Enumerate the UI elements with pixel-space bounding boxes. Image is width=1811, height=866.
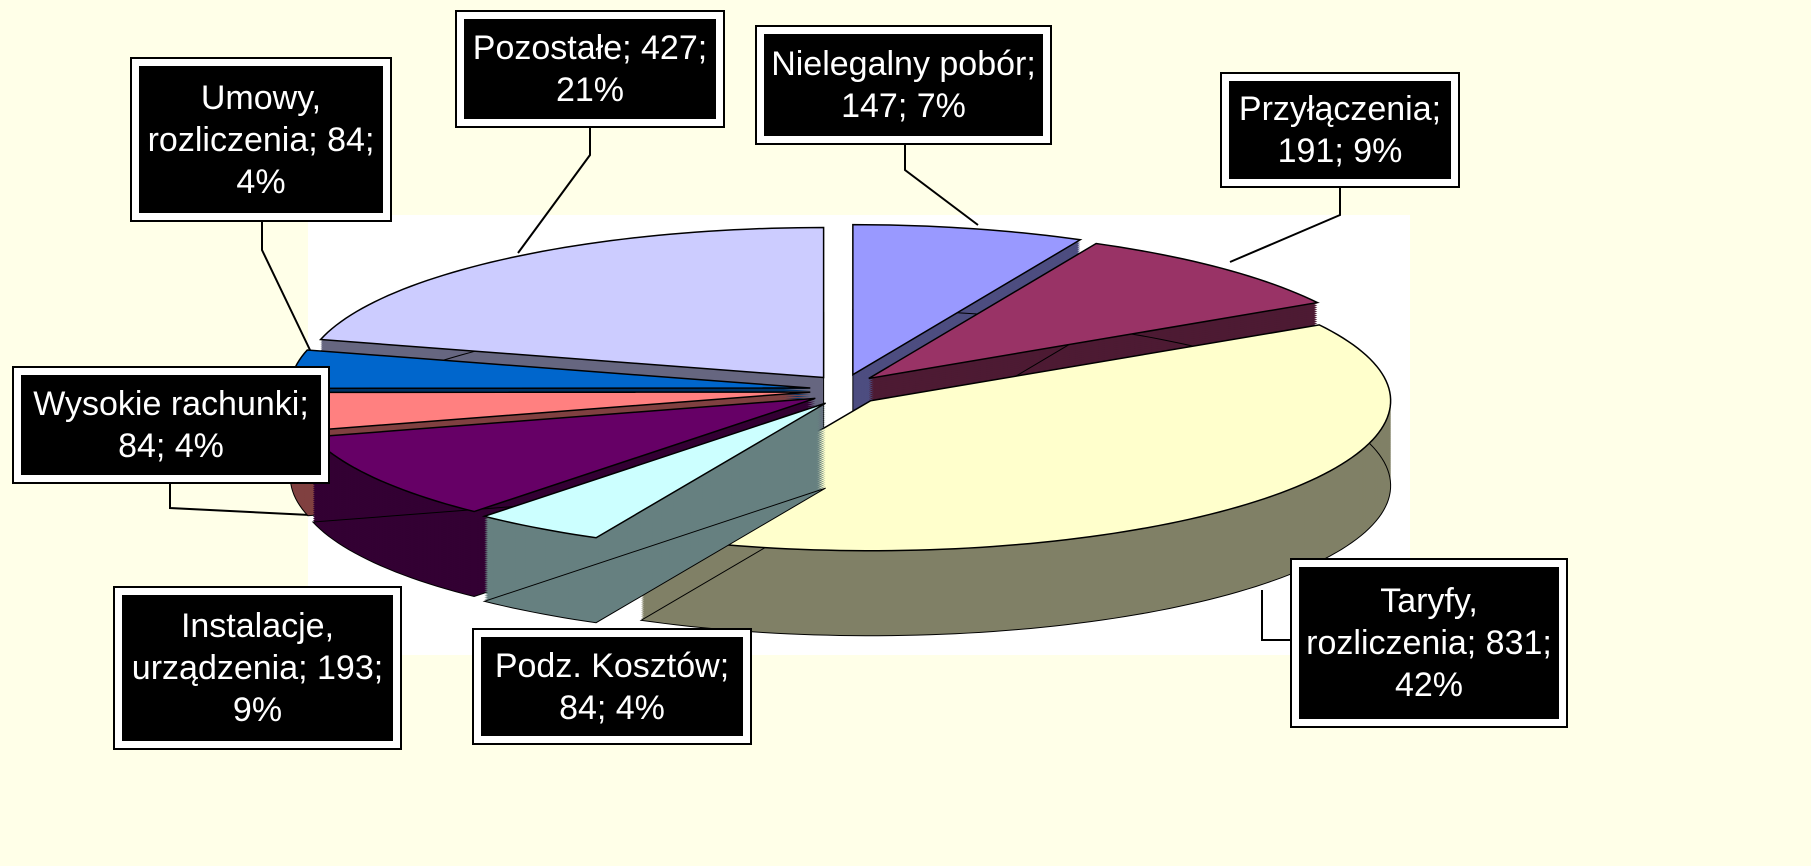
data-label-box: Wysokie rachunki; 84; 4% bbox=[12, 366, 330, 484]
data-label: Pozostałe; 427; 21% bbox=[464, 19, 716, 119]
slice bbox=[852, 223, 1083, 376]
leader-line bbox=[1229, 188, 1341, 263]
slice bbox=[868, 242, 1320, 380]
slice bbox=[638, 324, 1392, 552]
slice-side-edge bbox=[639, 409, 1392, 637]
data-label: Nielegalny pobór; 147; 7% bbox=[764, 34, 1043, 136]
data-label-box: Instalacje, urządzenia; 193; 9% bbox=[113, 586, 402, 750]
data-label-box: Podz. Kosztów; 84; 4% bbox=[472, 628, 752, 745]
data-label: Przyłączenia; 191; 9% bbox=[1229, 81, 1451, 179]
slice-side-edge bbox=[311, 482, 816, 598]
leader-line bbox=[169, 484, 311, 516]
slice bbox=[481, 402, 827, 539]
slice bbox=[481, 402, 827, 624]
leader-lines bbox=[169, 128, 1341, 641]
data-label-box: Przyłączenia; 191; 9% bbox=[1220, 72, 1460, 188]
slice bbox=[638, 324, 1392, 637]
leader-line bbox=[1261, 590, 1290, 641]
leader-line bbox=[517, 128, 591, 254]
slice-side-edge bbox=[482, 487, 826, 624]
data-label-box: Umowy, rozliczenia; 84; 4% bbox=[130, 57, 392, 222]
data-label: Wysokie rachunki; 84; 4% bbox=[21, 375, 321, 475]
leader-line bbox=[261, 222, 311, 351]
data-label: Taryfy, rozliczenia; 831; 42% bbox=[1299, 567, 1559, 719]
data-label-box: Taryfy, rozliczenia; 831; 42% bbox=[1290, 558, 1568, 728]
data-label: Instalacje, urządzenia; 193; 9% bbox=[122, 595, 393, 741]
leader-line bbox=[904, 145, 979, 226]
slice bbox=[318, 226, 825, 379]
data-label-box: Nielegalny pobór; 147; 7% bbox=[755, 25, 1052, 145]
data-label: Umowy, rozliczenia; 84; 4% bbox=[139, 66, 383, 213]
data-label-box: Pozostałe; 427; 21% bbox=[455, 10, 725, 128]
data-label: Podz. Kosztów; 84; 4% bbox=[481, 637, 743, 736]
